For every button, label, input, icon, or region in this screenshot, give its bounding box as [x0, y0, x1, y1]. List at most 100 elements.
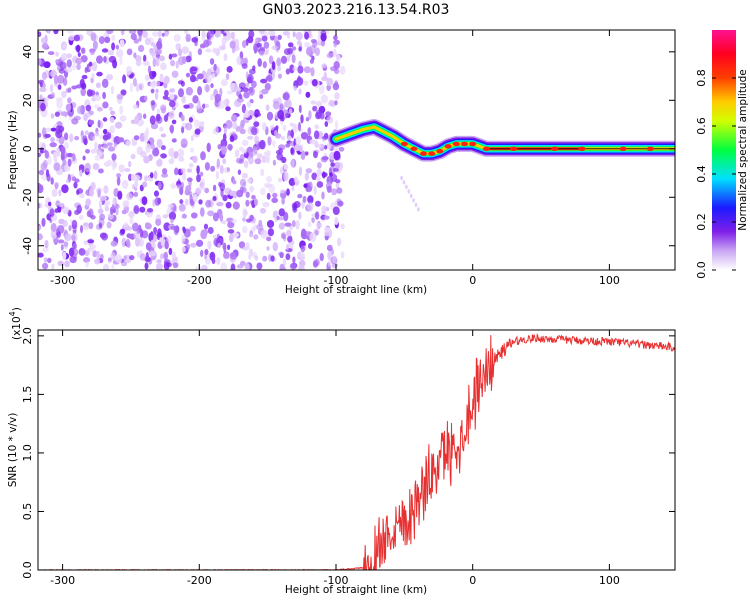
noise-speckle [126, 226, 133, 231]
noise-speckle [71, 219, 78, 230]
noise-speckle [55, 125, 61, 135]
noise-speckle [133, 135, 140, 141]
noise-speckle [189, 147, 195, 153]
noise-speckle [293, 85, 298, 91]
noise-speckle [259, 139, 266, 150]
noise-speckle [254, 113, 259, 118]
noise-speckle [262, 61, 267, 69]
noise-speckle [128, 160, 132, 168]
noise-speckle [315, 100, 323, 107]
snr-x-label: Height of straight line (km) [285, 584, 427, 596]
noise-speckle [120, 30, 125, 36]
noise-speckle [181, 95, 186, 104]
noise-speckle [298, 121, 301, 132]
noise-speckle [298, 252, 305, 259]
noise-speckle [292, 256, 296, 264]
noise-speckle [107, 73, 111, 81]
noise-speckle [323, 226, 331, 233]
noise-speckle [92, 162, 100, 171]
noise-speckle [115, 254, 123, 264]
noise-speckle [307, 201, 314, 212]
noise-speckle [317, 162, 322, 169]
noise-speckle [149, 115, 156, 125]
noise-speckle [115, 207, 119, 216]
noise-speckle [239, 178, 247, 187]
noise-speckle [238, 158, 244, 164]
noise-speckle [160, 133, 167, 138]
noise-speckle [279, 252, 284, 259]
noise-speckle [297, 65, 304, 74]
noise-speckle [82, 135, 88, 145]
noise-speckle [40, 37, 47, 44]
noise-speckle [120, 89, 127, 96]
noise-speckle [227, 244, 231, 250]
noise-speckle [256, 223, 264, 230]
noise-speckle [160, 62, 167, 71]
noise-speckle [300, 150, 306, 160]
noise-speckle [47, 30, 51, 34]
noise-speckle [74, 136, 80, 141]
noise-speckle [326, 116, 334, 124]
noise-speckle [60, 53, 69, 61]
snr-y-tick-label: 0.0 [21, 561, 34, 579]
noise-speckle [181, 46, 189, 54]
noise-speckle [102, 117, 108, 122]
noise-speckle [236, 189, 244, 198]
noise-speckle [275, 125, 279, 131]
noise-speckle [321, 205, 327, 213]
noise-speckle [295, 136, 302, 146]
noise-speckle [157, 181, 162, 190]
noise-speckle [78, 248, 86, 256]
svg-text:(x104): (x104) [8, 307, 23, 340]
noise-speckle [128, 211, 135, 218]
noise-speckle [218, 45, 226, 51]
noise-speckle [80, 55, 88, 63]
noise-speckle [122, 74, 127, 84]
noise-speckle [169, 88, 176, 93]
noise-speckle [333, 167, 339, 172]
noise-speckle [82, 155, 86, 161]
noise-speckle [266, 192, 271, 200]
noise-speckle [47, 257, 52, 263]
noise-speckle [117, 137, 125, 143]
noise-speckle [298, 265, 305, 270]
noise-speckle [116, 176, 121, 186]
noise-speckle [340, 251, 345, 259]
noise-speckle [103, 185, 109, 194]
noise-speckle [135, 83, 140, 92]
noise-speckle [210, 83, 214, 89]
noise-speckle [246, 101, 252, 108]
noise-speckle [140, 150, 147, 158]
noise-speckle [90, 148, 97, 154]
noise-speckle [175, 43, 182, 51]
noise-speckle [189, 74, 197, 83]
noise-speckle [76, 189, 80, 196]
noise-speckle [88, 61, 93, 68]
noise-speckle [205, 257, 211, 265]
noise-speckle [142, 181, 148, 188]
noise-speckle [102, 128, 108, 135]
noise-speckle [201, 264, 208, 270]
noise-speckle [322, 171, 326, 179]
noise-speckle [302, 195, 307, 203]
noise-speckle [295, 31, 303, 41]
noise-speckle [246, 82, 250, 88]
noise-speckle [332, 82, 340, 91]
noise-region [38, 30, 420, 270]
noise-speckle [219, 182, 225, 192]
noise-speckle [287, 235, 293, 243]
noise-speckle [263, 182, 271, 189]
noise-speckle [225, 201, 232, 209]
noise-speckle [84, 162, 91, 173]
noise-speckle [64, 132, 69, 141]
noise-speckle [282, 258, 287, 267]
noise-speckle [133, 204, 140, 215]
noise-speckle [85, 198, 91, 207]
noise-speckle [203, 223, 209, 230]
noise-speckle [204, 162, 210, 171]
noise-speckle [182, 226, 186, 232]
noise-speckle [160, 145, 166, 151]
noise-speckle [164, 89, 169, 97]
noise-speckle [251, 80, 257, 89]
noise-speckle [236, 264, 244, 269]
